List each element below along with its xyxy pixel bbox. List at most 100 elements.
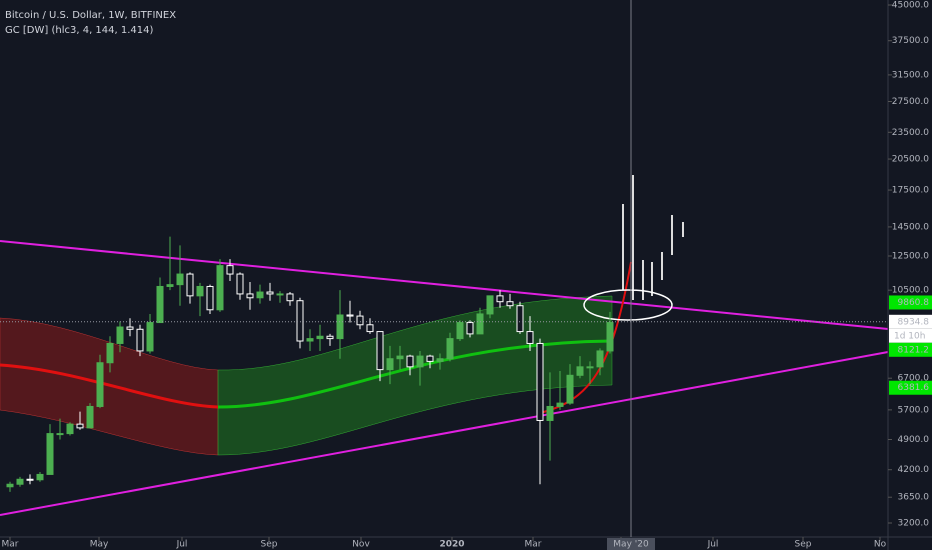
candle-body xyxy=(446,338,454,360)
indicator-label: GC [DW] (hlc3, 4, 144, 1.414) xyxy=(5,25,154,36)
candle-body xyxy=(16,478,24,485)
candle-body xyxy=(286,293,294,302)
candle-body xyxy=(526,331,534,344)
candle-body xyxy=(366,324,374,333)
candle-body xyxy=(246,293,254,299)
candle-body xyxy=(566,374,574,404)
candle-body xyxy=(56,433,64,436)
channel-green xyxy=(217,295,613,456)
candle-body xyxy=(66,423,74,435)
trendline-top xyxy=(0,240,889,330)
candle-body xyxy=(176,273,184,286)
candle-body xyxy=(86,405,94,429)
candle-body xyxy=(476,313,484,335)
y-tick-label: 45000.0 xyxy=(892,1,929,11)
y-tick-label: 3650.0 xyxy=(898,493,930,503)
candle-body xyxy=(146,322,154,352)
candle-body xyxy=(386,358,394,371)
y-tick-label: 27500.0 xyxy=(892,97,929,107)
candle-body xyxy=(426,355,434,362)
x-tick-label: Jul xyxy=(176,540,188,550)
price-tag xyxy=(889,295,932,310)
chart-title: Bitcoin / U.S. Dollar, 1W, BITFINEX xyxy=(5,10,176,21)
candle-body xyxy=(396,355,404,360)
candle-body xyxy=(36,473,44,481)
price-tag-label: 8121.2 xyxy=(898,345,930,355)
candle-body xyxy=(136,328,144,352)
price-tag xyxy=(889,342,932,357)
price-tag-label: 9860.8 xyxy=(898,298,930,308)
candle-body xyxy=(76,423,84,429)
y-tick-label: 5700.0 xyxy=(898,405,930,415)
candle-body xyxy=(296,300,304,342)
candle-body xyxy=(376,331,384,371)
candle-body xyxy=(436,358,444,362)
parabolic-curve xyxy=(539,261,632,414)
x-tick-label: Jul xyxy=(707,540,719,550)
projection-bars xyxy=(622,175,684,300)
candle-body xyxy=(196,285,204,297)
price-tag xyxy=(889,380,932,395)
crosshair-label: May '20 xyxy=(613,540,649,550)
channel-mid-red xyxy=(0,363,219,409)
y-tick-label: 3200.0 xyxy=(898,519,930,529)
price-tag xyxy=(889,314,932,329)
candle-body xyxy=(326,335,334,340)
x-tick-label: No xyxy=(874,540,887,550)
x-tick-label: Sep xyxy=(261,540,278,550)
candle-body xyxy=(276,293,284,296)
highlight-ellipse xyxy=(583,289,673,321)
candle-body xyxy=(216,265,224,311)
y-tick-label: 6700.0 xyxy=(898,374,930,384)
candle-body xyxy=(96,362,104,407)
candle-body xyxy=(556,402,564,407)
candle-body xyxy=(466,322,474,335)
candle-body xyxy=(576,366,584,376)
y-tick-label: 4200.0 xyxy=(898,465,930,475)
candle-body xyxy=(506,301,514,307)
candle-body xyxy=(26,478,34,481)
candle-body xyxy=(406,355,414,368)
candle-body xyxy=(536,342,544,421)
candle-body xyxy=(266,291,274,295)
candle-body xyxy=(226,265,234,275)
trendline-bottom xyxy=(0,351,889,516)
candle-body xyxy=(596,350,604,368)
candle-body xyxy=(306,338,314,342)
candle-body xyxy=(516,305,524,333)
candle-body xyxy=(116,326,124,344)
candle-body xyxy=(356,315,364,326)
x-tick-label: Nov xyxy=(352,540,370,550)
y-tick-label: 12500.0 xyxy=(892,252,929,262)
x-tick-label: Mar xyxy=(525,540,542,550)
candle-body xyxy=(586,366,594,369)
candle-body xyxy=(336,314,344,340)
y-tick-label: 37500.0 xyxy=(892,36,929,46)
candle-body xyxy=(186,273,194,297)
crosshair-tag xyxy=(607,538,655,550)
x-tick-label: Mar xyxy=(2,540,19,550)
candle-body xyxy=(346,314,354,317)
x-tick-label: 2020 xyxy=(439,540,464,550)
candle-body xyxy=(6,483,14,488)
price-tag-label: 8934.8 xyxy=(898,317,930,327)
y-tick-label: 14500.0 xyxy=(892,222,929,232)
y-tick-label: 4900.0 xyxy=(898,435,930,445)
candle-body xyxy=(256,291,264,299)
candle-body xyxy=(236,273,244,295)
candle-body xyxy=(156,285,164,324)
y-tick-label: 31500.0 xyxy=(892,70,929,80)
candle-body xyxy=(416,355,424,368)
candle-body xyxy=(606,322,614,352)
candle-body xyxy=(456,322,464,340)
x-tick-label: May xyxy=(90,540,109,550)
candle-body xyxy=(106,342,114,364)
candle-body xyxy=(46,433,54,475)
y-tick-label: 20500.0 xyxy=(892,155,929,165)
candle-body xyxy=(546,405,554,421)
price-tag-label: 6381.6 xyxy=(898,383,930,393)
candle-body xyxy=(486,295,494,315)
candle-body xyxy=(496,295,504,303)
